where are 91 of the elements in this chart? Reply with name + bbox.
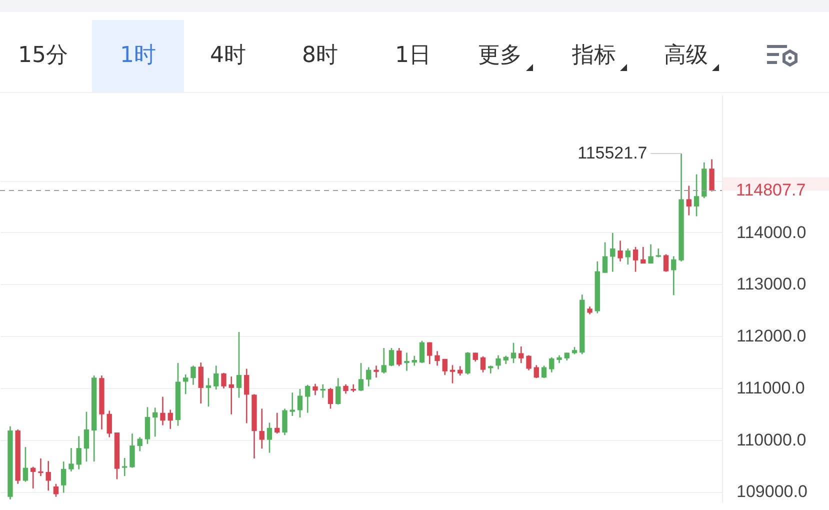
candlestick [84,411,90,462]
candlestick [221,372,226,390]
candlestick [694,174,700,217]
candlestick [130,432,135,468]
candlestick [168,409,173,430]
candlestick [686,185,692,216]
candlestick [358,362,364,392]
candlestick [206,377,212,408]
candlestick [53,483,59,498]
candlestick [663,254,669,272]
candlestick [137,436,142,452]
candlestick [22,446,28,482]
annotation: 115521.7 [578,144,648,162]
candlestick [228,376,234,416]
candlestick [236,331,242,398]
candlestick [518,346,524,364]
candlestick [496,354,501,370]
candlestick [465,352,470,376]
candlestick [549,356,554,374]
candlestick [282,408,288,436]
candlestick [198,362,204,404]
candlestick [412,355,417,366]
candlestick [336,377,341,406]
text: 指标 [572,42,616,69]
candlestick [106,410,112,438]
candlestick [46,460,51,492]
candlestick [534,364,539,379]
candlestick [450,364,456,384]
candlestick [510,342,516,364]
candlestick [480,356,486,374]
candlestick [632,246,638,272]
candlestick [602,242,608,274]
candlestick [152,406,158,438]
candlestick [625,248,630,266]
text: 15分 [18,42,68,69]
candlestick [374,364,379,378]
candlestick [404,352,410,372]
candlestick [266,422,272,454]
candlestick [640,246,646,264]
text: 更多 [478,42,522,69]
candlestick [396,347,402,367]
candlestick [76,436,82,470]
candlestick [38,458,44,477]
text: 4时 [210,42,246,69]
candlestick [297,388,303,418]
candlestick [320,384,326,398]
candlestick [122,457,128,477]
candlestick [618,240,623,262]
candlestick [388,347,394,367]
candlestick [214,364,219,390]
candlestick [427,342,432,365]
text: 高级 [664,42,708,69]
candlestick [671,256,676,296]
y-tick-label: 114000.0 [736,222,806,242]
text: 1日 [395,42,431,69]
candlestick [259,408,264,450]
candlestick [160,396,166,426]
candlestick [328,387,334,410]
ref-line-label: 114807.7 [736,180,806,200]
candlestick [290,392,295,417]
candlestick [274,412,280,434]
candlestick [343,384,348,394]
candlestick [312,383,318,396]
y-tick-label: 113000.0 [736,274,806,294]
candlestick [488,364,494,374]
y-tick-label: 109000.0 [736,482,808,502]
candlestick [68,447,74,472]
candlestick [190,364,196,386]
candlestick [30,466,36,490]
text: 8时 [302,42,338,69]
candlestick [419,340,425,364]
y-tick-label: 110000.0 [736,430,806,450]
candlestick [610,232,616,272]
candlestick [350,384,356,393]
candlestick [709,158,714,192]
y-tick-label: 112000.0 [736,326,806,346]
candlestick [61,460,66,494]
text: 1时 [120,42,156,69]
candlestick [381,347,386,374]
candlestick [144,406,150,445]
candlestick [434,350,440,366]
candlestick [526,354,532,371]
candlestick [458,366,463,376]
candlestick [305,384,310,414]
candlestick [541,364,547,379]
y-tick-label: 111000.0 [736,378,805,398]
candlestick [648,244,654,264]
candlestick [442,358,448,376]
candlestick [183,374,188,395]
candlestick [244,368,250,424]
candlestick [366,366,372,388]
